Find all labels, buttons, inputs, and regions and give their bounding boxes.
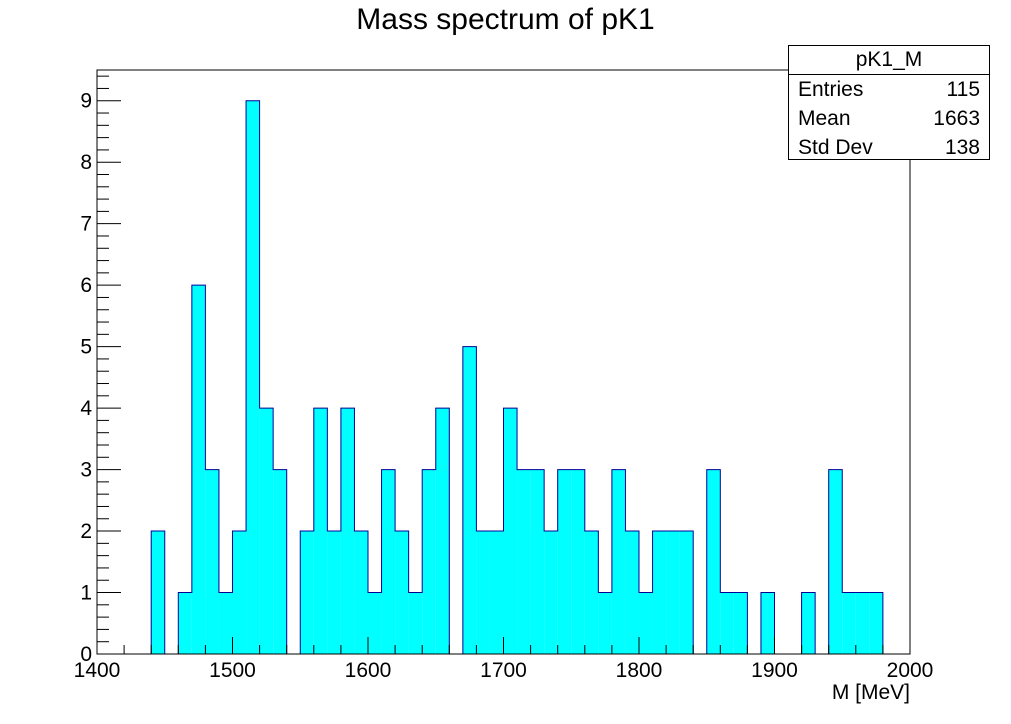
histogram-bar	[489, 531, 504, 654]
histogram-bar	[639, 592, 653, 654]
stats-row-mean: Mean 1663	[789, 104, 989, 133]
histogram-bar	[706, 469, 721, 654]
histogram-bar	[625, 531, 639, 654]
histogram-bar	[544, 531, 558, 654]
histogram-bar	[720, 592, 734, 654]
histogram-bar	[313, 408, 328, 654]
histogram-bar	[395, 531, 409, 654]
histogram-bars	[97, 100, 910, 655]
chart-title: Mass spectrum of pK1	[356, 3, 655, 36]
histogram-bar	[408, 592, 423, 654]
histogram-bar	[869, 592, 883, 654]
y-tick-label: 3	[80, 459, 92, 482]
histogram-bar	[327, 531, 341, 654]
histogram-bar	[530, 469, 545, 654]
x-tick-label: 2000	[887, 659, 934, 682]
histogram-bar	[205, 469, 219, 654]
x-tick-label: 1500	[209, 659, 256, 682]
stats-value-entries: 115	[946, 78, 980, 101]
x-tick-label: 1700	[480, 659, 527, 682]
histogram-bar	[300, 531, 314, 654]
y-tick-label: 8	[80, 151, 92, 174]
x-tick-label: 1600	[345, 659, 392, 682]
histogram-outline	[97, 100, 910, 655]
histogram-bar	[435, 408, 450, 654]
histogram-bar	[733, 592, 748, 654]
stats-label-stddev: Std Dev	[798, 136, 873, 159]
histogram-bar	[503, 408, 518, 654]
y-tick-label: 0	[80, 643, 92, 666]
y-tick-label: 5	[80, 336, 92, 359]
histogram-bar	[422, 469, 436, 654]
histogram-bar	[679, 531, 694, 654]
histogram-bar	[760, 592, 775, 654]
histogram-bar	[273, 469, 287, 654]
x-tick-label: 1800	[616, 659, 663, 682]
stats-value-stddev: 138	[944, 136, 980, 159]
histogram-bar	[828, 469, 843, 654]
y-tick-label: 1	[80, 582, 92, 605]
histogram-bar	[666, 531, 680, 654]
histogram-bar	[191, 285, 206, 654]
x-axis-ticks: 1400 1500 1600 1700 1800 1900 2000	[74, 637, 934, 682]
y-tick-label: 4	[80, 397, 92, 420]
histogram-bar	[354, 531, 368, 654]
histogram-bar	[232, 531, 247, 654]
stats-label-entries: Entries	[798, 78, 864, 101]
histogram-bar	[842, 592, 856, 654]
histogram-bar	[517, 469, 531, 654]
histogram-bar	[218, 592, 233, 654]
histogram-bar	[598, 592, 612, 654]
y-tick-label: 6	[80, 274, 92, 297]
stats-label-mean: Mean	[798, 107, 851, 130]
histogram-bar	[178, 592, 192, 654]
histogram-bar	[340, 408, 355, 654]
histogram-bar	[571, 469, 585, 654]
stats-box: pK1_M Entries 115 Mean 1663 Std Dev 138	[788, 45, 990, 160]
histogram-bar	[259, 408, 274, 654]
histogram-bar	[476, 531, 490, 654]
stats-row-entries: Entries 115	[789, 75, 989, 104]
y-tick-label: 7	[80, 213, 92, 236]
y-tick-label: 9	[80, 90, 92, 113]
histogram-bar	[368, 592, 382, 654]
histogram-bar	[652, 531, 667, 654]
stats-value-mean: 1663	[933, 107, 980, 130]
x-axis-label: M [MeV]	[832, 681, 910, 704]
y-axis-ticks: 0 1 2 3 4 5 6 7 8 9	[80, 75, 121, 666]
histogram-bar	[611, 469, 626, 654]
x-tick-label: 1900	[751, 659, 798, 682]
x-tick-label: 1400	[74, 659, 121, 682]
histogram-bar	[246, 100, 260, 655]
histogram-bar	[801, 592, 816, 654]
y-tick-label: 2	[80, 520, 92, 543]
stats-box-name: pK1_M	[789, 46, 989, 75]
histogram-bar	[462, 346, 477, 654]
histogram-bar	[151, 531, 165, 654]
histogram-bar	[381, 469, 396, 654]
histogram-bar	[584, 531, 599, 654]
histogram-bar	[855, 592, 870, 654]
stats-row-stddev: Std Dev 138	[789, 133, 989, 162]
histogram-bar	[557, 469, 572, 654]
